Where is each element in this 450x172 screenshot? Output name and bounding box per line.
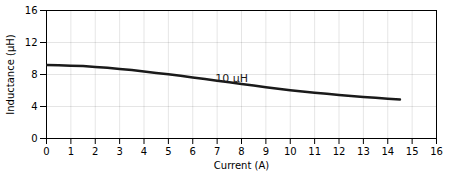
svg-text:Current (A): Current (A)	[214, 160, 269, 171]
svg-text:15: 15	[406, 146, 419, 157]
svg-text:14: 14	[381, 146, 394, 157]
svg-text:1: 1	[68, 146, 74, 157]
svg-text:8: 8	[31, 69, 37, 80]
svg-text:7: 7	[214, 146, 220, 157]
svg-text:6: 6	[190, 146, 196, 157]
svg-text:0: 0	[43, 146, 49, 157]
svg-text:0: 0	[31, 133, 37, 144]
svg-text:10 μH: 10 μH	[215, 72, 248, 85]
svg-text:13: 13	[357, 146, 370, 157]
svg-text:11: 11	[308, 146, 321, 157]
svg-text:16: 16	[430, 146, 443, 157]
svg-text:12: 12	[333, 146, 346, 157]
svg-text:4: 4	[141, 146, 147, 157]
svg-text:Inductance (μH): Inductance (μH)	[5, 34, 16, 114]
svg-text:12: 12	[25, 37, 38, 48]
svg-text:3: 3	[116, 146, 122, 157]
svg-text:4: 4	[31, 101, 37, 112]
svg-text:10: 10	[284, 146, 297, 157]
svg-text:5: 5	[165, 146, 171, 157]
svg-text:2: 2	[92, 146, 98, 157]
svg-text:8: 8	[238, 146, 244, 157]
svg-text:16: 16	[25, 5, 38, 16]
svg-text:9: 9	[263, 146, 269, 157]
